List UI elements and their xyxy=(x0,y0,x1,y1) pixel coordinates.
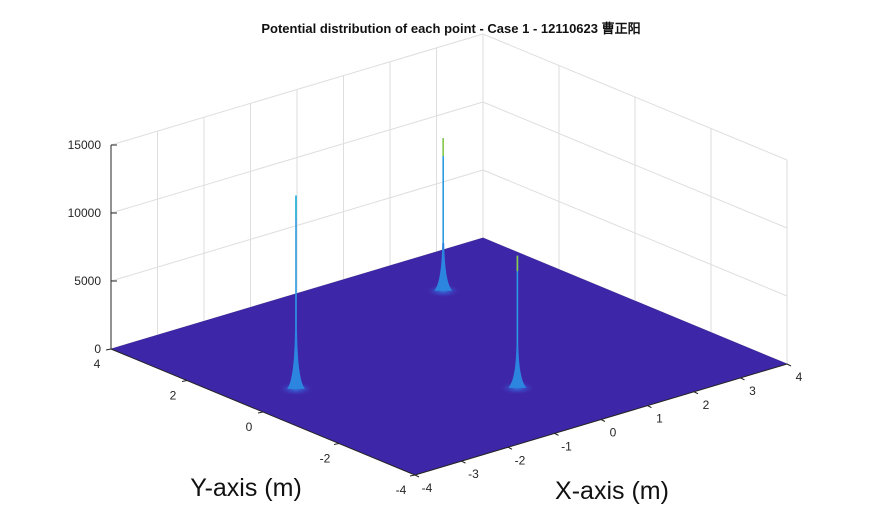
y-tick-label: -4 xyxy=(396,483,407,497)
back-wall-z-gridline xyxy=(110,33,484,146)
z-tick-label: 0 xyxy=(94,342,101,356)
y-tick-mark xyxy=(257,411,264,414)
x-axis-label: X-axis (m) xyxy=(555,477,669,505)
x-tick-mark xyxy=(647,405,652,409)
x-tick-mark xyxy=(600,419,606,422)
y-tick-mark xyxy=(105,348,112,351)
x-tick-label: -1 xyxy=(561,439,572,453)
x-tick-mark xyxy=(740,377,745,381)
z-tick-label: 10000 xyxy=(68,206,102,220)
x-tick-mark xyxy=(414,474,420,478)
y-tick-label: 0 xyxy=(246,420,253,434)
peak-flare xyxy=(508,346,527,388)
y-tick-label: -2 xyxy=(320,452,331,466)
y-tick-mark xyxy=(181,380,188,382)
peak-flare xyxy=(287,328,305,389)
z-tick-label: 15000 xyxy=(68,138,102,152)
x-tick-label: 3 xyxy=(749,384,756,398)
y-axis-label: Y-axis (m) xyxy=(190,474,302,502)
z-tick-label: 5000 xyxy=(74,274,101,288)
surface xyxy=(105,138,792,478)
x-tick-mark xyxy=(786,363,792,367)
back-wall-z-gridline xyxy=(110,169,484,282)
x-tick-label: 4 xyxy=(796,370,803,384)
x-tick-label: 0 xyxy=(610,426,617,440)
side-wall-z-gridline xyxy=(482,101,788,229)
y-tick-label: 2 xyxy=(170,389,177,403)
chart-title: Potential distribution of each point - C… xyxy=(261,21,640,36)
x-tick-label: -3 xyxy=(468,467,479,481)
side-wall-z-gridline xyxy=(482,169,788,297)
surface-base-plane xyxy=(110,237,788,476)
x-tick-mark xyxy=(507,446,513,450)
x-tick-mark xyxy=(554,432,559,436)
x-tick-mark xyxy=(693,391,699,395)
x-tick-label: -2 xyxy=(515,453,526,467)
side-wall-z-gridline xyxy=(482,33,788,161)
x-tick-mark xyxy=(461,460,466,464)
x-tick-label: 2 xyxy=(703,398,710,412)
x-tick-label: 1 xyxy=(656,412,663,426)
peak-flare xyxy=(434,242,453,291)
y-tick-mark xyxy=(333,443,340,445)
y-tick-label: 4 xyxy=(94,357,101,371)
back-wall-z-gridline xyxy=(110,101,484,214)
y-tick-mark xyxy=(409,474,416,477)
x-tick-label: -4 xyxy=(422,481,433,495)
